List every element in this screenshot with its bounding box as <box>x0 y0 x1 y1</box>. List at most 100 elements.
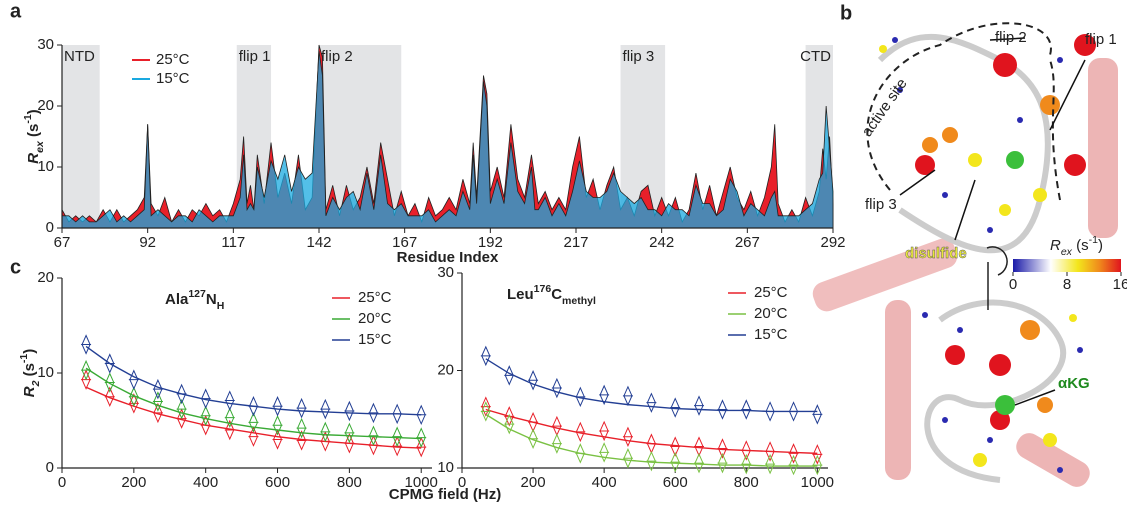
data-point <box>788 454 799 476</box>
data-point <box>812 444 823 465</box>
y-tick-label: 20 <box>37 269 54 286</box>
data-point <box>104 372 115 393</box>
x-tick-label: 142 <box>306 234 331 251</box>
data-point <box>296 430 307 451</box>
data-point <box>176 383 187 405</box>
data-point <box>646 433 657 454</box>
x-axis-label: CPMG field (Hz) <box>389 486 502 503</box>
chart-title-part: 176 <box>534 283 552 295</box>
y-tick-label: 10 <box>37 364 54 381</box>
x-tick-label: 117 <box>221 234 245 251</box>
data-point <box>104 353 115 374</box>
data-point <box>528 411 539 433</box>
data-point <box>272 396 283 417</box>
data-point <box>599 442 610 463</box>
data-point <box>694 436 705 457</box>
backbone <box>924 299 1066 483</box>
colorbar-tick-label: 16 <box>1113 276 1127 293</box>
data-point <box>551 433 562 454</box>
chart-title: Leu176Cmethyl <box>507 283 596 307</box>
data-point <box>344 400 355 422</box>
data-point <box>670 436 681 457</box>
data-point <box>224 407 235 428</box>
x-tick-label: 400 <box>193 474 218 491</box>
colorbar-label-part: R <box>1050 237 1061 254</box>
x-tick-label: 800 <box>734 474 759 491</box>
data-point <box>717 399 728 420</box>
x-tick-label: 67 <box>54 234 71 251</box>
pointer <box>899 169 936 196</box>
y-axis-label-part: ) <box>25 109 42 114</box>
data-point <box>248 396 259 417</box>
y-tick-label: 10 <box>37 158 54 175</box>
data-point <box>176 398 187 420</box>
x-axis-label: Residue Index <box>397 249 499 266</box>
data-point <box>296 397 307 419</box>
data-point <box>128 386 139 407</box>
data-point <box>224 419 235 441</box>
chart-title-part: methyl <box>562 295 596 307</box>
pointer <box>1014 389 1056 406</box>
fit-line <box>485 358 818 413</box>
data-point <box>599 420 610 442</box>
y-axis-label-part: -1 <box>18 354 30 363</box>
data-point <box>765 453 776 475</box>
colorbar-label-part: -1 <box>1089 234 1098 246</box>
legend-label: 20°C <box>358 310 392 327</box>
x-tick-label: 1000 <box>405 474 438 491</box>
x-tick-label: 0 <box>458 474 466 491</box>
rotation-arrow <box>986 246 1008 276</box>
data-point <box>575 421 586 443</box>
fit-line <box>85 345 422 416</box>
data-point <box>480 401 491 422</box>
pointer <box>989 37 1026 41</box>
data-point <box>599 384 610 406</box>
helix <box>1016 433 1090 487</box>
legend-label: 25°C <box>754 284 788 301</box>
x-tick-label: 217 <box>563 234 588 251</box>
data-point <box>248 426 259 447</box>
data-point <box>480 345 491 367</box>
fit-line <box>85 386 422 449</box>
data-point <box>528 428 539 449</box>
colorbar-label-part: ) <box>1098 237 1103 254</box>
data-point <box>81 359 92 381</box>
chart-title-part: Ala <box>165 291 189 308</box>
panel-label: c <box>10 256 21 278</box>
y-tick-label: 20 <box>37 97 54 114</box>
data-point <box>765 401 776 422</box>
x-tick-label: 167 <box>392 234 417 251</box>
fit-line <box>85 367 422 440</box>
data-point <box>622 385 633 407</box>
data-point <box>504 365 515 386</box>
data-point <box>272 415 283 436</box>
data-point <box>320 398 331 420</box>
data-point <box>575 443 586 464</box>
data-point <box>788 401 799 422</box>
x-tick-label: 1000 <box>801 474 834 491</box>
annotation: αKG <box>1058 375 1090 392</box>
area <box>61 44 834 229</box>
y-tick-label: 0 <box>46 219 54 236</box>
protein-structure: flip 2 flip 1 active site flip 3 disulfi… <box>812 22 1121 487</box>
data-point <box>646 450 657 472</box>
panel-label: a <box>10 0 22 22</box>
data-point <box>528 370 539 391</box>
x-tick-label: 400 <box>592 474 617 491</box>
y-axis-label-part: ex <box>34 140 46 153</box>
area <box>61 51 834 229</box>
annotation: flip 2 <box>995 29 1027 46</box>
data-point <box>344 422 355 444</box>
active-site-outline <box>866 22 1052 191</box>
y-tick-label: 30 <box>437 264 454 281</box>
data-point <box>551 415 562 437</box>
y-tick-label: 0 <box>46 459 54 476</box>
y-axis-label-part: 2 <box>30 380 42 387</box>
x-tick-label: 292 <box>820 234 845 251</box>
data-point <box>670 397 681 418</box>
data-point <box>622 426 633 448</box>
legend-label: 25°C <box>358 289 392 306</box>
data-point <box>416 427 427 448</box>
data-point <box>296 417 307 439</box>
